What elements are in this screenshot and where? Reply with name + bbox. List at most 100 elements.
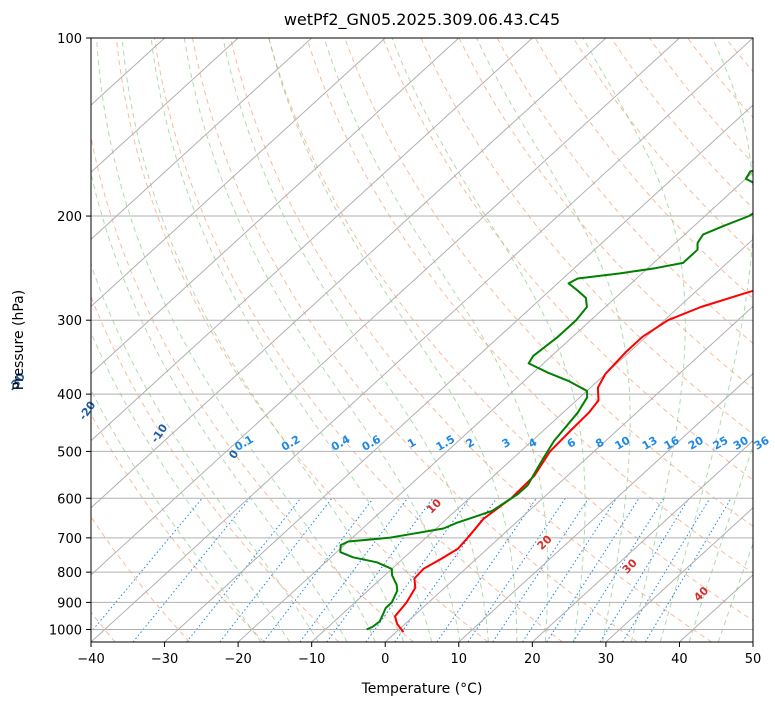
isotherm-line	[91, 38, 680, 576]
isotherm-line	[458, 372, 753, 642]
dry-adiabat-line	[382, 38, 753, 481]
moist-adiabat-line	[183, 38, 461, 642]
mixing-ratio-line	[365, 498, 471, 642]
moist-adiabat-line	[91, 388, 262, 642]
mixing-ratio-line	[599, 498, 690, 642]
mixing-ratio-label: 1	[405, 436, 418, 451]
mixing-ratio-line	[326, 498, 434, 642]
mixing-ratio-line	[263, 497, 374, 642]
mixing-ratio-line	[492, 498, 590, 642]
y-tick-label: 600	[57, 492, 82, 507]
isotherm-line	[164, 104, 753, 642]
x-tick-label: 20	[524, 652, 541, 667]
dry-adiabat-line	[230, 38, 713, 642]
isotherm-line	[91, 38, 533, 442]
mixing-ratio-label: 20	[686, 434, 706, 453]
mixing-ratio-line	[436, 498, 537, 642]
x-axis: −40 −30 −20 −10 0 10 20 30 40 50	[77, 642, 761, 667]
x-tick-label: 30	[598, 652, 615, 667]
isotherm-line	[91, 38, 753, 642]
moist-adiabat-line	[91, 331, 291, 642]
y-tick-label: 100	[57, 32, 82, 47]
mixing-ratio-label: 16	[662, 434, 682, 453]
y-tick-label: 500	[57, 445, 82, 460]
x-tick-label: 0	[381, 652, 389, 667]
dry-adiabat-line	[91, 412, 265, 642]
chart-title: wetPf2_GN05.2025.309.06.43.C45	[284, 10, 560, 30]
dry-adiabat-line	[192, 38, 638, 642]
dry-adiabat-line	[153, 38, 563, 642]
moist-adiabat-line	[582, 38, 686, 642]
mixing-ratio-label: 30	[731, 434, 751, 453]
dewpoint-line	[339, 169, 753, 631]
moist-adiabat-line	[91, 262, 319, 642]
y-axis: 1000 900 800 700 600 500 400 300 200 100	[49, 32, 91, 638]
mixing-ratio-line	[622, 498, 711, 642]
y-tick-label: 700	[57, 532, 82, 547]
moist-adiabat-line	[391, 38, 586, 642]
x-tick-label: −10	[298, 652, 325, 667]
moist-adiabat-label: 40	[691, 584, 711, 604]
mixing-ratio-label: 4	[526, 435, 539, 450]
y-tick-label: 300	[57, 314, 82, 329]
mixing-ratio-line	[522, 498, 617, 642]
isotherm-line	[91, 38, 460, 375]
dry-adiabat-line	[496, 38, 753, 344]
dry-adiabat-line	[268, 38, 753, 622]
mixing-ratio-line	[467, 498, 566, 642]
moist-adiabat-label: 10	[424, 496, 444, 516]
mixing-ratio-label: 3	[500, 436, 513, 451]
dry-adiabat-line	[344, 38, 753, 527]
dry-adiabat-line	[610, 38, 753, 209]
mixing-ratio-line	[644, 498, 732, 642]
y-tick-label: 400	[57, 388, 82, 403]
isotherm-line	[91, 38, 607, 509]
x-tick-label: 10	[451, 652, 468, 667]
moist-adiabat-line	[96, 38, 376, 642]
dry-adiabat-line	[649, 38, 753, 164]
x-tick-label: −30	[151, 652, 178, 667]
dry-adiabat-line	[306, 38, 753, 574]
x-tick-label: 50	[745, 652, 762, 667]
mixing-ratio-label: 8	[593, 436, 606, 451]
mixing-ratio-line	[546, 498, 640, 642]
moist-adiabat-line	[150, 38, 433, 642]
moist-adiabat-line	[476, 38, 631, 642]
mixing-ratio-line	[186, 497, 301, 642]
moist-adiabat-line	[323, 38, 549, 642]
series-lines	[339, 169, 753, 633]
x-tick-label: 40	[671, 652, 688, 667]
dry-adiabat-line	[687, 38, 753, 119]
mixing-ratio-line	[91, 497, 203, 633]
isotherm-line	[752, 641, 753, 642]
isotherm-line	[91, 38, 313, 241]
isotherm-line	[91, 38, 239, 173]
dry-adiabat-line	[91, 515, 191, 642]
background-lines	[91, 38, 775, 642]
moist-adiabat-label: 20	[535, 532, 555, 552]
moist-adiabat-line	[91, 171, 348, 642]
x-axis-label: Temperature (°C)	[361, 681, 483, 697]
isotherm-line	[311, 238, 753, 642]
dry-adiabat-line	[572, 38, 753, 254]
dry-adiabat-line	[764, 38, 775, 642]
mixing-ratio-label: 0.4	[329, 433, 353, 454]
plot-frame	[90, 37, 754, 643]
moist-adiabat-line	[222, 38, 489, 642]
y-tick-label: 1000	[49, 623, 82, 638]
dry-adiabat-line	[91, 295, 340, 642]
dry-adiabat-line	[725, 38, 753, 73]
moist-adiabat-line	[688, 444, 753, 642]
isotherm-line	[91, 38, 386, 308]
temperature-line	[394, 289, 753, 633]
moist-adiabat-line	[268, 38, 518, 642]
y-tick-label: 900	[57, 596, 82, 611]
isotherm-line	[384, 305, 753, 642]
y-tick-label: 200	[57, 210, 82, 225]
mixing-ratio-label: 6	[565, 435, 578, 450]
moist-adiabat-line	[659, 38, 753, 642]
mixing-ratio-label: 1.5	[434, 433, 457, 454]
isotherm-line	[605, 507, 753, 642]
mixing-ratio-label: 2	[464, 436, 477, 451]
